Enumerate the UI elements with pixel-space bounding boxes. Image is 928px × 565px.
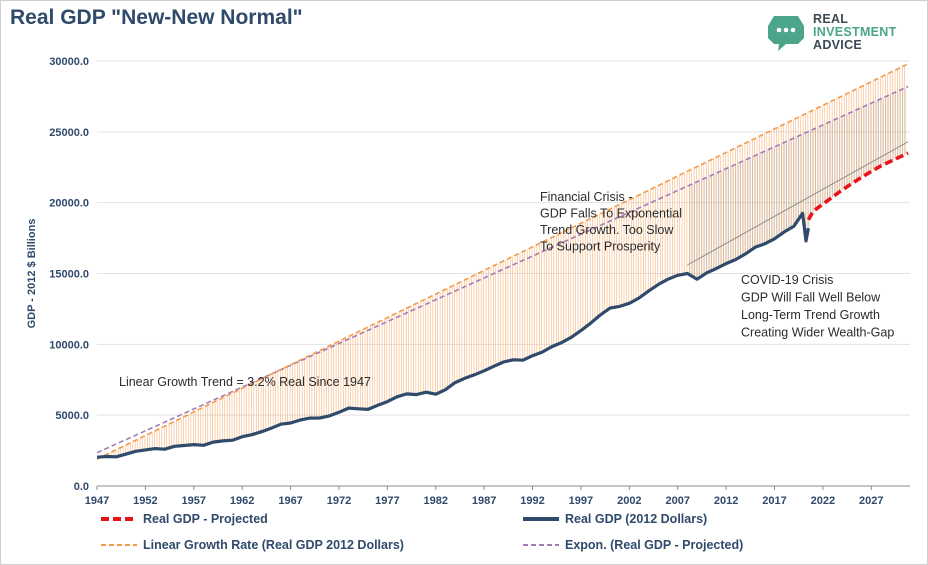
annotation-financial-crisis-line: Financial Crisis - — [540, 190, 632, 204]
legend-item-linear: Linear Growth Rate (Real GDP 2012 Dollar… — [101, 538, 404, 552]
series-lines — [96, 63, 909, 460]
annotation-covid-crisis-line: Long-Term Trend Growth — [741, 308, 880, 322]
y-tick-label: 15000.0 — [49, 269, 89, 281]
y-tick-label: 20000.0 — [49, 198, 89, 210]
annotation-covid-crisis-line: Creating Wider Wealth-Gap — [741, 326, 894, 340]
logo-wordmark: REAL INVESTMENT ADVICE — [813, 13, 897, 52]
x-tick-label: 1972 — [327, 495, 351, 507]
series-linear-line — [96, 63, 909, 460]
logo-line-advice: ADVICE — [813, 38, 863, 52]
gridlines — [97, 60, 910, 416]
x-tick-label: 2002 — [617, 495, 641, 507]
page-title: Real GDP "New-New Normal" — [10, 6, 303, 29]
y-tick-label: 25000.0 — [49, 127, 89, 139]
y-tick-label: 5000.0 — [55, 410, 89, 422]
legend-label-projected: Real GDP - Projected — [143, 512, 268, 526]
annotation-covid-crisis-line: GDP Will Fall Well Below — [741, 291, 881, 305]
annotation-covid-crisis-line: COVID-19 Crisis — [741, 273, 833, 287]
x-tick-label: 1982 — [424, 495, 448, 507]
legend-label-real-gdp: Real GDP (2012 Dollars) — [565, 512, 708, 526]
x-tick-label: 2007 — [665, 495, 689, 507]
legend-swatch-orange-dashed — [101, 544, 137, 546]
y-tick-label: 0.0 — [74, 481, 89, 493]
x-tick-label: 2027 — [859, 495, 883, 507]
series-expon-line — [96, 85, 909, 454]
annotation-linear-trend-line: Linear Growth Trend = 3.2% Real Since 19… — [119, 375, 371, 389]
x-tick-label: 1957 — [182, 495, 206, 507]
x-tick-label: 1967 — [278, 495, 302, 507]
annotation-financial-crisis-line: GDP Falls To Exponential — [540, 207, 682, 221]
axes: 0.0 5000.0 10000.0 15000.0 20000.0 25000.0 300… — [26, 56, 910, 507]
x-tick-label: 1952 — [133, 495, 157, 507]
legend-swatch-purple-dashed — [523, 544, 559, 546]
trend-gap-hatching — [103, 65, 906, 457]
legend-swatch-red-dashed — [101, 517, 137, 521]
legend-item-expon: Expon. (Real GDP - Projected) — [523, 538, 743, 552]
logo-line-investment: INVESTMENT — [813, 25, 897, 39]
x-tick-label: 1947 — [85, 495, 109, 507]
x-tick-label: 2017 — [762, 495, 786, 507]
legend-label-linear: Linear Growth Rate (Real GDP 2012 Dollar… — [143, 538, 404, 552]
y-tick-label: 30000.0 — [49, 56, 89, 68]
brand-logo: REAL INVESTMENT ADVICE — [766, 12, 916, 54]
annotation-financial-crisis-line: Trend Growth. Too Slow — [540, 223, 674, 237]
annotations: Linear Growth Trend = 3.2% Real Since 19… — [119, 190, 894, 389]
y-axis-title: GDP - 2012 $ Billions — [26, 219, 38, 329]
x-tick-label: 1977 — [375, 495, 399, 507]
series-real-gdp-line — [96, 211, 810, 459]
chat-bubble-dots-icon — [768, 16, 804, 51]
y-tick-label: 10000.0 — [49, 339, 89, 351]
logo-line-real: REAL — [813, 12, 849, 26]
legend-item-projected: Real GDP - Projected — [101, 512, 268, 526]
long-term-trend-line — [687, 141, 909, 266]
annotation-financial-crisis-line: To Support Prosperity — [540, 240, 661, 254]
x-tick-label: 1962 — [230, 495, 254, 507]
legend-label-expon: Expon. (Real GDP - Projected) — [565, 538, 744, 552]
x-tick-label: 1987 — [472, 495, 496, 507]
legend-swatch-navy-solid — [523, 517, 559, 521]
x-tick-label: 2022 — [811, 495, 835, 507]
legend-item-real-gdp: Real GDP (2012 Dollars) — [523, 512, 707, 526]
x-tick-label: 2012 — [714, 495, 738, 507]
x-tick-label: 1997 — [569, 495, 593, 507]
series-projected-line — [806, 151, 909, 221]
x-tick-label: 1992 — [520, 495, 544, 507]
